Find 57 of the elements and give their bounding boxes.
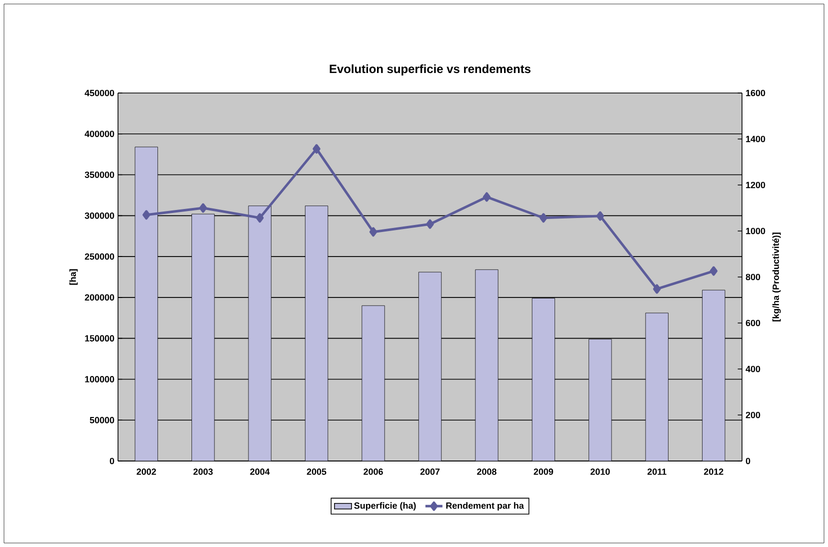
y2-tick-label: 0	[746, 458, 750, 464]
y-tick-label: 150000	[85, 335, 114, 342]
y-tick-label: 200000	[84, 294, 114, 301]
point	[596, 211, 604, 221]
y-tick-label: 50000	[90, 416, 114, 424]
x-tick-label: 2005	[306, 468, 326, 475]
chart-title: Evolution superficie vs rendements	[330, 64, 530, 76]
point	[653, 284, 661, 294]
point	[710, 266, 718, 276]
legend-label: Superficie (ha)	[354, 502, 416, 511]
y-tick-label: 350000	[84, 172, 114, 178]
y2-axis-title: [kg/ha (Productivité)]	[772, 232, 781, 322]
y-tick-label: 450000	[84, 90, 114, 96]
x-tick-label: 2006	[364, 468, 383, 475]
y2-tick-label: 400	[746, 366, 760, 372]
x-tick-label: 2003	[193, 468, 213, 475]
x-tick-label: 2012	[704, 468, 724, 475]
x-tick-label: 2004	[250, 468, 270, 475]
y-axis-title: [ha]	[69, 269, 78, 285]
x-tick-label: 2002	[136, 468, 156, 475]
point	[312, 144, 320, 154]
point	[426, 219, 434, 229]
y2-tick-label: 600	[746, 320, 760, 326]
bar	[588, 338, 612, 461]
y-tick-label: 300000	[84, 212, 114, 219]
legend-label: Rendement par ha	[446, 502, 524, 511]
y2-tick-label: 1000	[746, 228, 766, 234]
point	[482, 192, 491, 202]
y-tick-label: 0	[110, 458, 114, 464]
bar	[475, 269, 498, 461]
bar	[134, 146, 158, 461]
y2-tick-label: 800	[746, 274, 760, 280]
y-tick-label: 250000	[84, 253, 114, 260]
point	[142, 210, 150, 220]
bar	[418, 272, 442, 461]
x-tick-label: 2009	[534, 468, 554, 475]
bar	[532, 298, 556, 461]
point	[369, 227, 378, 237]
x-tick-label: 2007	[420, 468, 440, 475]
bar	[645, 312, 668, 461]
bar	[702, 290, 726, 461]
point	[256, 213, 264, 223]
bar	[248, 206, 272, 461]
bar	[192, 214, 215, 461]
x-tick-label: 2011	[648, 468, 666, 475]
bar	[362, 305, 385, 461]
x-tick-label: 2010	[590, 468, 610, 475]
x-tick-label: 2008	[477, 468, 496, 475]
bar	[305, 206, 328, 461]
y2-tick-label: 1200	[746, 182, 766, 188]
y2-tick-label: 1400	[746, 136, 766, 142]
y-tick-label: 100000	[85, 376, 114, 382]
y2-tick-label: 200	[746, 412, 760, 418]
point	[540, 213, 548, 223]
point	[199, 203, 207, 213]
y-tick-label: 400000	[84, 130, 114, 138]
y2-tick-label: 1600	[746, 90, 766, 96]
